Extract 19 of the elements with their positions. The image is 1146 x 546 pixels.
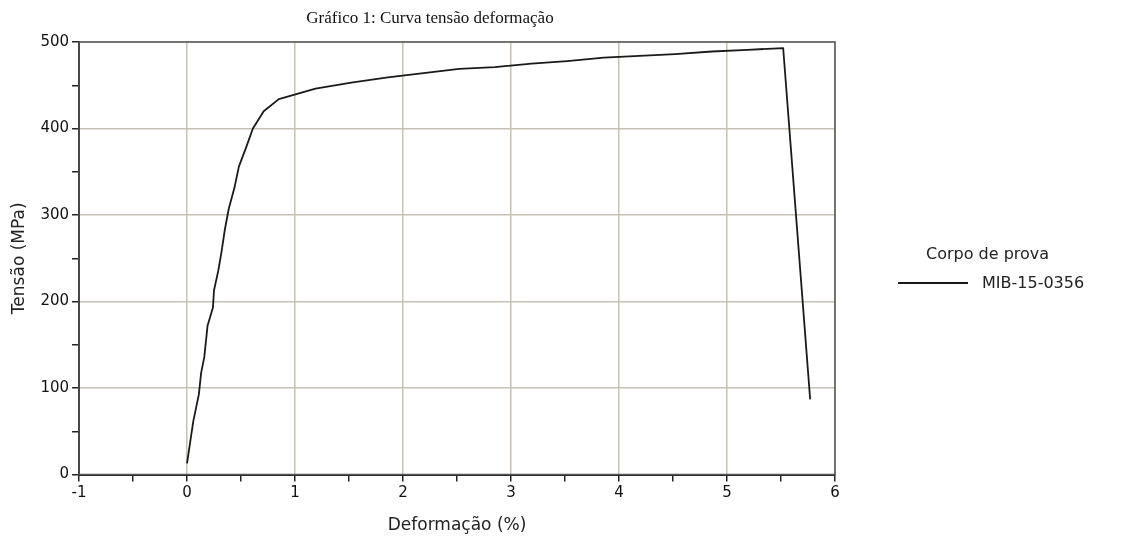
legend-title: Corpo de prova [926, 244, 1051, 263]
legend-label: MIB-15-0356 [982, 273, 1085, 292]
x-tick-label: 0 [182, 483, 192, 502]
x-tick-label: 3 [506, 483, 516, 502]
y-tick-label: 300 [40, 204, 70, 223]
x-tick-label: 4 [614, 483, 624, 502]
x-tick-label: 5 [722, 483, 732, 502]
chart-title: Gráfico 1: Curva tensão deformação [305, 8, 555, 28]
x-tick-label: 1 [290, 483, 300, 502]
y-tick-label: 400 [40, 118, 70, 137]
x-axis-title: Deformação (%) [387, 514, 527, 535]
x-tick-label: 6 [830, 483, 840, 502]
y-tick-label: 0 [59, 464, 70, 483]
x-tick-label: -1 [71, 483, 87, 502]
y-tick-label: 200 [40, 291, 70, 310]
y-axis-title: Tensão (MPa) [7, 202, 28, 316]
y-tick-label: 100 [40, 377, 70, 396]
y-tick-label: 500 [40, 31, 70, 50]
x-tick-label: 2 [398, 483, 408, 502]
